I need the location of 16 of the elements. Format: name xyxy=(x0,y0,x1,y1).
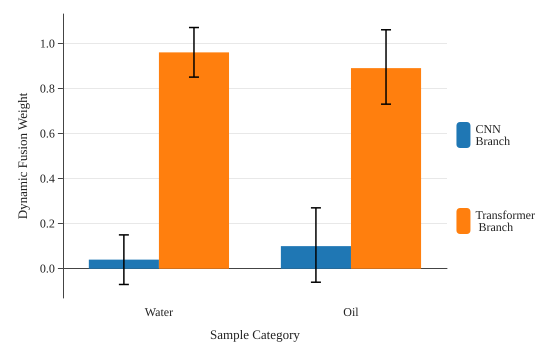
y-tick-label: 0.2 xyxy=(40,216,55,231)
bar xyxy=(280,246,351,269)
bar xyxy=(88,260,159,269)
bar xyxy=(158,52,230,269)
legend-label: Transformer Branch xyxy=(475,208,536,234)
y-tick-label: 0.4 xyxy=(40,172,55,186)
x-axis-title: Sample Category xyxy=(210,327,300,342)
y-axis-title: Dynamic Fusion Weight xyxy=(15,92,30,220)
y-tick-label: 0.6 xyxy=(40,126,55,140)
bar xyxy=(350,68,422,269)
y-tick-label: 1.0 xyxy=(40,36,55,50)
x-tick-label: Water xyxy=(144,305,174,319)
y-tick-label: 0.8 xyxy=(40,81,55,96)
x-tick-label: Oil xyxy=(343,305,360,319)
y-tick-label: 0.0 xyxy=(40,262,55,276)
legend-label: CNN Branch xyxy=(475,122,510,148)
